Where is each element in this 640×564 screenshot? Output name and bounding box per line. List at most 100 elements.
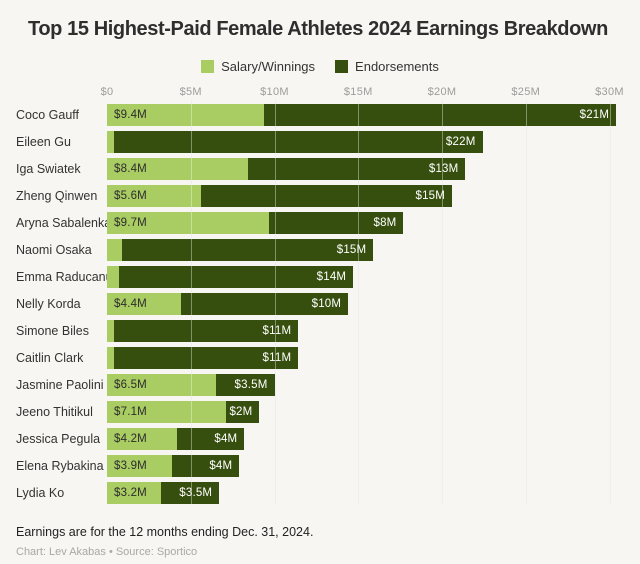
salary-bar-segment: $4.4M — [107, 293, 181, 315]
endorsements-bar-segment: $21M — [264, 104, 617, 126]
endorsements-value-label: $15M — [415, 190, 446, 202]
stacked-bar: $22M — [107, 131, 483, 153]
endorsements-bar-segment: $10M — [180, 293, 349, 315]
chart-row: Nelly Korda $4.4M $10M — [0, 293, 640, 315]
chart-row: Eileen Gu $22M — [0, 131, 640, 153]
endorsements-bar-segment: $14M — [118, 266, 354, 288]
chart-row: Zheng Qinwen $5.6M $15M — [0, 185, 640, 207]
axis-tick-label: $15M — [343, 86, 373, 98]
stacked-bar: $11M — [107, 347, 299, 369]
endorsements-value-label: $8M — [373, 217, 397, 229]
stacked-bar: $9.7M $8M — [107, 212, 404, 234]
endorsements-bar-segment: $4M — [177, 428, 245, 450]
legend-label: Salary/Winnings — [221, 58, 316, 74]
salary-bar-segment — [107, 239, 123, 261]
salary-value-label: $4.2M — [114, 433, 147, 445]
endorsements-bar-segment: $3.5M — [160, 482, 220, 504]
chart-row: Emma Raducanu $14M — [0, 266, 640, 288]
axis-tick-label: $20M — [427, 86, 457, 98]
stacked-bar: $5.6M $15M — [107, 185, 453, 207]
athlete-name-label: Caitlin Clark — [16, 351, 84, 365]
chart-row: Aryna Sabalenka $9.7M $8M — [0, 212, 640, 234]
endorsements-value-label: $3.5M — [179, 487, 213, 499]
endorsements-value-label: $21M — [579, 109, 610, 121]
salary-bar-segment: $7.1M — [107, 401, 226, 423]
endorsements-value-label: $22M — [445, 136, 476, 148]
endorsements-value-label: $11M — [262, 325, 292, 337]
salary-bar-segment: $8.4M — [107, 158, 248, 180]
salary-bar-segment: $6.5M — [107, 374, 216, 396]
endorsements-value-label: $2M — [229, 406, 253, 418]
athlete-name-label: Jeeno Thitikul — [16, 405, 93, 419]
athlete-name-label: Nelly Korda — [16, 297, 81, 311]
chart-row: Simone Biles $11M — [0, 320, 640, 342]
endorsements-value-label: $11M — [262, 352, 292, 364]
salary-bar-segment: $9.7M — [107, 212, 270, 234]
athlete-name-label: Coco Gauff — [16, 108, 80, 122]
salary-bar-segment — [107, 266, 119, 288]
stacked-bar: $4.4M $10M — [107, 293, 349, 315]
athlete-name-label: Elena Rybakina — [16, 459, 104, 473]
salary-value-label: $5.6M — [114, 190, 147, 202]
credit-line: Chart: Lev Akabas • Source: Sportico — [16, 546, 198, 558]
athlete-name-label: Lydia Ko — [16, 486, 65, 500]
endorsements-value-label: $4M — [209, 460, 233, 472]
endorsements-bar-segment: $11M — [114, 320, 299, 342]
stacked-bar: $6.5M $3.5M — [107, 374, 275, 396]
endorsements-bar-segment: $15M — [122, 239, 374, 261]
endorsements-bar-segment: $4M — [172, 455, 240, 477]
chart-row: Elena Rybakina $3.9M $4M — [0, 455, 640, 477]
axis-tick-label: $10M — [260, 86, 289, 98]
endorsements-value-label: $3.5M — [234, 379, 268, 391]
athlete-name-label: Iga Swiatek — [16, 162, 81, 176]
salary-bar-segment — [107, 131, 114, 153]
endorsements-bar-segment: $11M — [114, 347, 299, 369]
salary-bar-segment — [107, 347, 114, 369]
chart-row: Iga Swiatek $8.4M $13M — [0, 158, 640, 180]
endorsements-value-label: $15M — [336, 244, 367, 256]
chart-row: Naomi Osaka $15M — [0, 239, 640, 261]
salary-value-label: $8.4M — [114, 163, 147, 175]
salary-value-label: $7.1M — [114, 406, 147, 418]
stacked-bar: $7.1M $2M — [107, 401, 260, 423]
chart-row: Caitlin Clark $11M — [0, 347, 640, 369]
chart-row: Jasmine Paolini $6.5M $3.5M — [0, 374, 640, 396]
endorsements-bar-segment: $8M — [269, 212, 404, 234]
endorsements-bar-segment: $13M — [247, 158, 466, 180]
axis-tick-label: $0 — [100, 86, 114, 98]
x-axis: $0 $5M $10M $15M $20M $25M $30M — [0, 86, 640, 100]
salary-value-label: $3.9M — [114, 460, 147, 472]
endorsements-value-label: $14M — [316, 271, 347, 283]
chart-title: Top 15 Highest-Paid Female Athletes 2024… — [28, 18, 608, 40]
athlete-name-label: Aryna Sabalenka — [16, 216, 112, 230]
footnote: Earnings are for the 12 months ending De… — [16, 525, 314, 539]
salary-value-label: $4.4M — [114, 298, 147, 310]
legend-swatch — [335, 59, 349, 73]
athlete-name-label: Jessica Pegula — [16, 432, 101, 446]
endorsements-value-label: $13M — [428, 163, 459, 175]
salary-bar-segment: $5.6M — [107, 185, 201, 207]
endorsements-value-label: $4M — [214, 433, 238, 445]
stacked-bar: $3.2M $3.5M — [107, 482, 220, 504]
stacked-bar: $11M — [107, 320, 299, 342]
chart-row: Lydia Ko $3.2M $3.5M — [0, 482, 640, 504]
athlete-name-label: Simone Biles — [16, 324, 89, 338]
endorsements-bar-segment: $22M — [114, 131, 483, 153]
stacked-bar: $14M — [107, 266, 354, 288]
endorsements-bar-segment: $2M — [225, 401, 260, 423]
chart-row: Coco Gauff $9.4M $21M — [0, 104, 640, 126]
stacked-bar: $9.4M $21M — [107, 104, 617, 126]
axis-tick-label: $30M — [595, 86, 624, 98]
salary-value-label: $9.4M — [114, 109, 147, 121]
stacked-bar: $3.9M $4M — [107, 455, 240, 477]
legend-swatch — [201, 59, 215, 73]
athlete-name-label: Eileen Gu — [16, 135, 71, 149]
stacked-bar: $4.2M $4M — [107, 428, 245, 450]
legend-label: Endorsements — [355, 58, 439, 74]
chart-row: Jeeno Thitikul $7.1M $2M — [0, 401, 640, 423]
stacked-bar: $15M — [107, 239, 374, 261]
chart-row: Jessica Pegula $4.2M $4M — [0, 428, 640, 450]
endorsements-value-label: $10M — [311, 298, 342, 310]
salary-value-label: $3.2M — [114, 487, 147, 499]
